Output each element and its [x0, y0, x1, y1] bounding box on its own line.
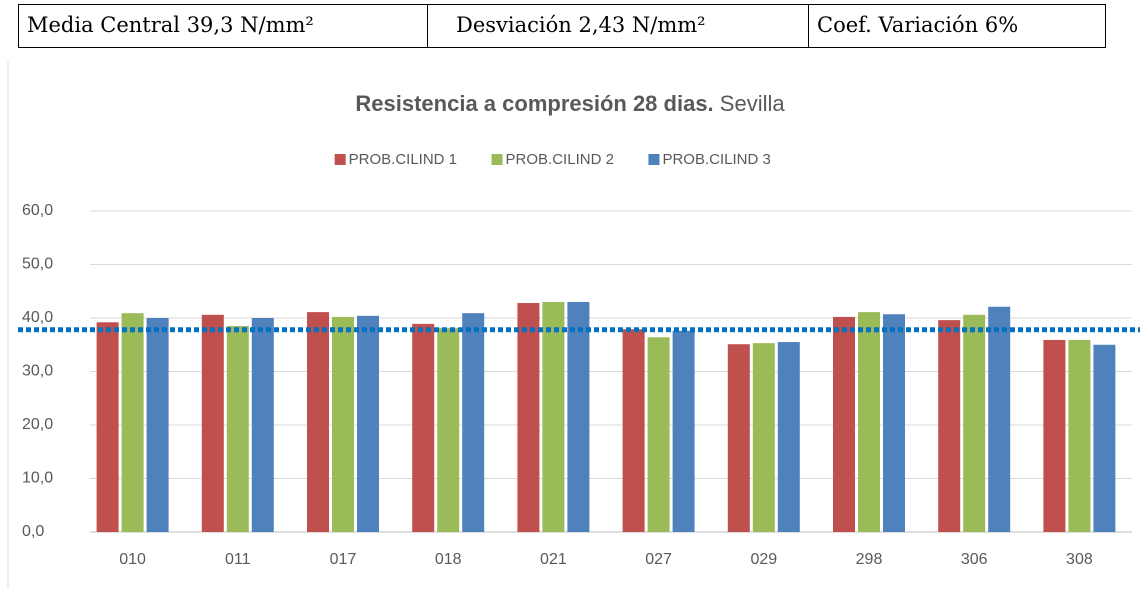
header-table: Media Central 39,3 N/mm² Desviación 2,43… — [18, 4, 1106, 48]
x-tick-label: 298 — [856, 551, 883, 568]
bar — [883, 314, 905, 532]
bar — [727, 344, 750, 532]
bar — [988, 306, 1011, 532]
bar — [96, 322, 119, 532]
bar — [437, 328, 460, 532]
bar — [146, 318, 169, 532]
bar — [251, 318, 274, 532]
chart-title: Resistencia a compresión 28 dias. Sevill… — [355, 91, 785, 116]
y-tick-label: 40,0 — [22, 309, 53, 326]
bar — [1068, 339, 1091, 532]
bar — [567, 301, 590, 532]
bar — [777, 342, 800, 532]
bar — [542, 301, 565, 532]
x-tick-label: 018 — [435, 551, 462, 568]
legend-label: PROB.CILIND 1 — [349, 151, 457, 168]
legend-label: PROB.CILIND 3 — [662, 151, 770, 168]
bar — [1093, 344, 1116, 532]
bar — [1043, 339, 1066, 532]
x-tick-label: 306 — [961, 551, 988, 568]
x-tick-label: 017 — [330, 551, 357, 568]
header-cell: Coef. Variación 6% — [817, 13, 1019, 37]
header-cell: Desviación 2,43 N/mm² — [428, 5, 809, 47]
x-tick-label: 027 — [645, 551, 672, 568]
bar — [462, 313, 485, 532]
bar — [752, 343, 775, 532]
x-tick-label: 308 — [1066, 551, 1093, 568]
legend: PROB.CILIND 1 PROB.CILIND 2 PROB.CILIND 3 — [334, 151, 771, 168]
title: Resistencia a compresión 28 dias. — [355, 91, 713, 116]
bar — [332, 316, 354, 532]
bar — [121, 313, 144, 532]
bar — [307, 312, 329, 532]
subtitle: Sevilla — [720, 91, 786, 116]
y-tick-label: 10,0 — [22, 470, 53, 487]
bar — [201, 314, 224, 532]
x-tick-label: 029 — [750, 551, 777, 568]
y-tick-label: 60,0 — [22, 202, 53, 219]
x-tick-label: 021 — [540, 551, 567, 568]
bar — [412, 323, 435, 532]
bar — [672, 330, 695, 532]
y-tick-label: 50,0 — [22, 256, 53, 273]
y-tick-label: 20,0 — [22, 416, 53, 433]
legend-swatch — [491, 154, 503, 165]
x-tick-label: 010 — [119, 551, 146, 568]
bar — [226, 326, 249, 532]
bar — [858, 312, 880, 532]
y-tick-label: 0,0 — [22, 523, 44, 540]
x-tick-label: 011 — [225, 551, 251, 568]
legend-swatch — [648, 154, 660, 165]
bar — [833, 316, 855, 532]
bar — [938, 320, 961, 532]
legend-swatch — [334, 154, 346, 165]
bar — [647, 337, 670, 532]
bar — [517, 303, 540, 532]
legend-label: PROB.CILIND 2 — [506, 151, 614, 168]
bar — [622, 329, 645, 532]
y-tick-label: 30,0 — [22, 363, 53, 380]
header-cell: Media Central 39,3 N/mm² — [19, 5, 428, 47]
bar — [357, 315, 379, 532]
bar — [963, 314, 986, 532]
